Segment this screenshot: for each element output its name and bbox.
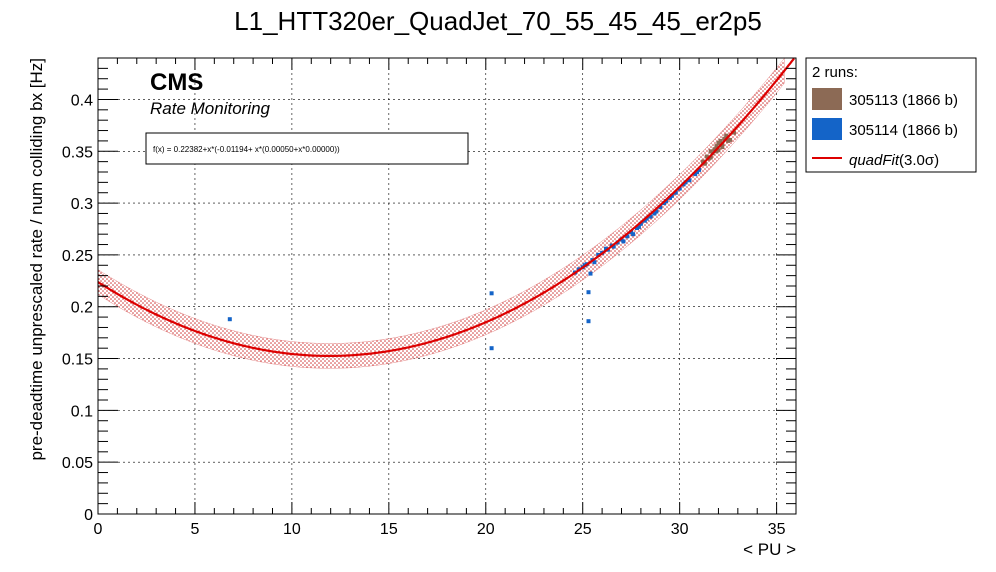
legend-label-fit-name: quadFit (849, 152, 900, 169)
data-point-series-0 (732, 130, 736, 135)
data-point-series-1 (652, 211, 657, 216)
x-tick-label: 25 (574, 521, 592, 538)
data-point-series-1 (489, 291, 494, 296)
legend-swatch-305113 (812, 88, 842, 110)
fit-line (97, 57, 795, 357)
data-point-series-0 (708, 155, 713, 160)
data-point-series-1 (631, 232, 636, 237)
data-point-series-1 (668, 195, 672, 200)
data-point-series-1 (621, 239, 626, 244)
legend-label-305113: 305113 (1866 b) (849, 92, 958, 109)
data-point-series-1 (648, 214, 653, 219)
data-point-series-1 (586, 319, 591, 324)
y-axis-label: pre-deadtime unprescaled rate / num coll… (27, 58, 46, 461)
axis-ticks (97, 58, 797, 515)
data-point-series-1 (636, 224, 641, 229)
data-point-series-1 (625, 234, 630, 239)
y-tick-label: 0.2 (71, 300, 93, 317)
data-point-series-0 (716, 141, 721, 145)
x-tick-label: 30 (671, 521, 689, 538)
data-point-series-0 (718, 138, 723, 143)
x-axis-label: < PU > (743, 540, 796, 559)
y-tick-label: 0.3 (71, 196, 93, 213)
data-point-series-0 (716, 148, 721, 153)
data-point-series-1 (629, 230, 634, 235)
y-tick-label: 0.1 (71, 403, 93, 420)
data-point-series-0 (712, 147, 717, 152)
legend-label-fit-sigma: (3.0σ) (899, 152, 939, 169)
data-point-series-1 (227, 317, 232, 322)
y-tick-label: 0 (84, 507, 93, 524)
y-tick-label: 0.4 (71, 92, 93, 109)
data-point-series-1 (697, 167, 702, 172)
data-point-series-1 (642, 218, 647, 223)
legend-box (805, 57, 977, 173)
fit-curve (97, 57, 795, 357)
data-point-series-1 (687, 178, 692, 183)
cms-label: CMS (150, 69, 203, 96)
y-tick-label: 0.25 (62, 248, 93, 265)
chart-title: L1_HTT320er_QuadJet_70_55_45_45_er2p5 (234, 6, 762, 36)
fit-band (97, 57, 785, 369)
cms-sublabel: Rate Monitoring (150, 99, 271, 118)
y-tick-label: 0.15 (62, 352, 93, 369)
data-point-series-1 (695, 170, 700, 174)
grid (98, 58, 796, 514)
data-point-series-1 (596, 252, 601, 257)
data-point-series-1 (677, 186, 682, 191)
x-tick-label: 0 (94, 521, 103, 538)
y-tick-label: 0.05 (62, 455, 93, 472)
data-point-series-1 (669, 193, 674, 198)
data-point-series-0 (724, 133, 729, 138)
fit-formula-box (145, 132, 469, 165)
y-tick-labels: 0 0.05 0.1 0.15 0.2 0.25 0.3 0.35 0.4 (62, 92, 93, 524)
x-tick-labels: 0 5 10 15 20 25 30 35 (94, 521, 786, 538)
legend-label-305114: 305114 (1866 b) (849, 122, 958, 139)
x-tick-label: 15 (380, 521, 398, 538)
data-point-series-1 (586, 290, 591, 295)
data-point-series-1 (588, 271, 593, 276)
y-tick-label: 0.35 (62, 144, 93, 161)
data-point-series-1 (693, 172, 698, 177)
data-point-series-1 (673, 190, 678, 195)
legend-swatch-305114 (812, 118, 842, 140)
data-point-series-1 (658, 205, 663, 210)
x-tick-label: 35 (768, 521, 786, 538)
fit-uncertainty-band (97, 57, 785, 369)
legend-header: 2 runs: (812, 64, 858, 81)
x-tick-label: 5 (190, 521, 199, 538)
x-tick-label: 20 (477, 521, 495, 538)
data-point-series-0 (714, 144, 719, 149)
plot-frame (97, 57, 797, 515)
data-point-series-1 (592, 260, 597, 265)
legend: 2 runs: 305113 (1866 b) 305114 (1866 b) … (805, 57, 977, 173)
legend-label-fit: quadFit(3.0σ) (849, 152, 939, 169)
data-point-series-1 (638, 221, 643, 226)
x-tick-label: 10 (283, 521, 301, 538)
fit-formula: f(x) = 0.22382+x*(-0.01194+ x*(0.00050+x… (153, 145, 340, 154)
data-point-series-1 (611, 244, 616, 249)
data-point-series-0 (722, 136, 727, 141)
data-point-series-0 (728, 137, 733, 142)
data-point-series-0 (702, 161, 707, 166)
data-point-series-0 (700, 159, 705, 164)
data-point-series-0 (720, 145, 725, 150)
data-point-series-1 (489, 346, 494, 351)
data-point-series-1 (654, 209, 659, 214)
data-point-series-1 (662, 201, 667, 206)
